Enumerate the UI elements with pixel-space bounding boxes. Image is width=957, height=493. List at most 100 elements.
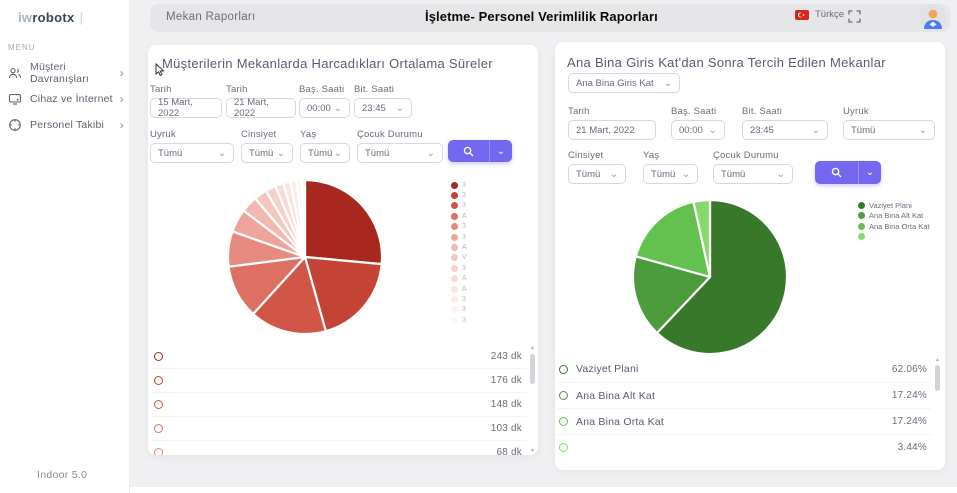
- end-time-select[interactable]: 23:45 ⌄: [742, 120, 828, 140]
- legend-item[interactable]: A: [451, 284, 467, 294]
- filter-label: Baş. Saati: [671, 106, 717, 117]
- yas-select[interactable]: Tümü ⌄: [300, 143, 350, 163]
- pie-slice[interactable]: [303, 255, 383, 333]
- pie-chart-tercih-edilen-mekanlar[interactable]: [629, 196, 791, 358]
- legend-item[interactable]: V: [451, 253, 467, 263]
- pie-slice[interactable]: [252, 255, 327, 336]
- legend-item[interactable]: Ana Bina Orta Kat: [858, 221, 929, 232]
- row-radio-marker[interactable]: [559, 417, 568, 426]
- legend-label: 3: [462, 223, 466, 231]
- list-row[interactable]: 148 dk: [152, 392, 526, 416]
- left-list-scrollbar[interactable]: ▲ ▼: [529, 346, 536, 454]
- uyruk-select[interactable]: Tümü ⌄: [843, 120, 935, 140]
- pie-chart-ortalama-sureler[interactable]: [224, 176, 386, 338]
- sidebar-item-personel-takibi[interactable]: Personel Takibi ›: [8, 115, 124, 135]
- legend-item[interactable]: 3: [451, 315, 467, 325]
- row-radio-marker[interactable]: [154, 424, 163, 433]
- list-row[interactable]: Ana Bina Alt Kat 17.24%: [557, 382, 931, 408]
- end-time-select[interactable]: 23:45 ⌄: [354, 98, 412, 118]
- filter-label: Yaş: [300, 129, 317, 140]
- legend-item[interactable]: 3: [451, 222, 467, 232]
- filter-value: 23:45: [750, 124, 774, 136]
- legend-item[interactable]: A: [451, 274, 467, 284]
- filter-value: 15 Mart, 2022: [158, 97, 193, 119]
- location-select[interactable]: Ana Bina Giris Kat ⌄: [568, 73, 680, 93]
- legend-item[interactable]: 3: [451, 190, 467, 200]
- left-search-button[interactable]: ⌄: [448, 140, 512, 162]
- scrollbar-thumb[interactable]: [530, 354, 535, 384]
- sidebar-item-label: Personel Takibi: [30, 119, 105, 131]
- row-radio-marker[interactable]: [559, 443, 568, 452]
- pie-slice[interactable]: [692, 198, 712, 279]
- legend-item[interactable]: Ana Bina Alt Kat: [858, 211, 929, 222]
- legend-item[interactable]: 3: [451, 232, 467, 242]
- row-radio-marker[interactable]: [154, 376, 163, 385]
- legend-dot: [858, 212, 865, 220]
- date-input[interactable]: 21 Mart, 2022: [568, 120, 656, 140]
- start-time-select[interactable]: 00:00 ⌄: [299, 98, 350, 118]
- row-radio-marker[interactable]: [154, 351, 163, 361]
- filter-value: Tümü: [308, 147, 333, 159]
- scroll-up-arrow[interactable]: ▲: [530, 345, 535, 351]
- chevron-down-icon[interactable]: ⌄: [496, 145, 506, 157]
- pie-slice[interactable]: [300, 178, 307, 259]
- chevron-down-icon[interactable]: ⌄: [865, 167, 875, 178]
- legend-dot: [451, 244, 458, 252]
- row-radio-marker[interactable]: [154, 400, 163, 409]
- legend-item[interactable]: A: [451, 242, 467, 252]
- mouse-cursor-icon: [155, 63, 165, 77]
- date-start-input[interactable]: 15 Mart, 2022: [150, 97, 222, 119]
- cinsiyet-select[interactable]: Tümü ⌄: [241, 143, 293, 163]
- pie-slice[interactable]: [303, 178, 384, 266]
- list-row[interactable]: 176 dk: [152, 368, 526, 392]
- right-search-button[interactable]: ⌄: [815, 161, 881, 184]
- list-row[interactable]: 3.44%: [557, 434, 931, 460]
- tab-mekan-raporlari[interactable]: Mekan Raporları: [166, 11, 256, 23]
- scroll-up-arrow[interactable]: ▲: [935, 357, 940, 363]
- list-row[interactable]: Vaziyet Plani 62.06%: [557, 356, 931, 382]
- list-row[interactable]: Ana Bina Orta Kat 17.24%: [557, 408, 931, 434]
- date-end-input[interactable]: 21 Mart, 2022: [226, 97, 296, 119]
- row-radio-marker[interactable]: [559, 364, 568, 374]
- legend-item[interactable]: 3: [451, 294, 467, 304]
- right-list-scrollbar[interactable]: ▲: [934, 358, 941, 458]
- chevron-right-icon: ›: [119, 66, 124, 80]
- cinsiyet-select[interactable]: Tümü ⌄: [568, 164, 626, 184]
- legend-item[interactable]: 3: [451, 201, 467, 211]
- legend-label: 3: [462, 316, 466, 324]
- legend-item[interactable]: 3: [451, 180, 467, 190]
- fullscreen-button[interactable]: [848, 10, 861, 23]
- sidebar-item-musteri-davranislari[interactable]: Müşteri Davranışları ›: [8, 61, 124, 85]
- language-selector[interactable]: Türkçe: [795, 9, 844, 20]
- filter-start-time: Baş. Saati 00:00 ⌄: [671, 106, 725, 140]
- scroll-down-arrow[interactable]: ▼: [530, 448, 535, 454]
- row-radio-marker[interactable]: [559, 391, 568, 400]
- turkish-flag-icon: [795, 9, 809, 20]
- legend-item[interactable]: Vaziyet Plani: [858, 200, 929, 211]
- device-icon: [8, 92, 22, 106]
- start-time-select[interactable]: 00:00 ⌄: [671, 120, 725, 140]
- filter-value: Tümü: [158, 147, 183, 159]
- user-avatar[interactable]: [919, 4, 947, 32]
- pie-slice[interactable]: [655, 198, 789, 356]
- list-row[interactable]: 243 dk: [152, 344, 526, 368]
- cocuk-durumu-select[interactable]: Tümü ⌄: [357, 143, 443, 163]
- scrollbar-thumb[interactable]: [935, 365, 940, 391]
- avatar-icon: [924, 9, 942, 29]
- pie-slice[interactable]: [634, 200, 712, 279]
- uyruk-select[interactable]: Tümü ⌄: [150, 143, 234, 163]
- yas-select[interactable]: Tümü ⌄: [643, 164, 698, 184]
- cocuk-durumu-select[interactable]: Tümü ⌄: [713, 164, 793, 184]
- row-radio-marker[interactable]: [154, 448, 163, 455]
- filter-yas: Yaş Tümü ⌄: [643, 150, 698, 184]
- menu-section-label: MENU: [8, 43, 36, 52]
- legend-item[interactable]: [858, 232, 929, 243]
- sidebar-item-cihaz-ve-internet[interactable]: Cihaz ve İnternet ›: [8, 89, 124, 109]
- list-row[interactable]: 103 dk: [152, 416, 526, 440]
- app-logo[interactable]: iwrobotx |: [18, 10, 83, 25]
- legend-item[interactable]: A: [451, 211, 467, 221]
- legend-item[interactable]: 3: [451, 263, 467, 273]
- pie-slice[interactable]: [631, 255, 712, 334]
- list-row[interactable]: 68 dk: [152, 440, 526, 455]
- legend-item[interactable]: 3: [451, 305, 467, 315]
